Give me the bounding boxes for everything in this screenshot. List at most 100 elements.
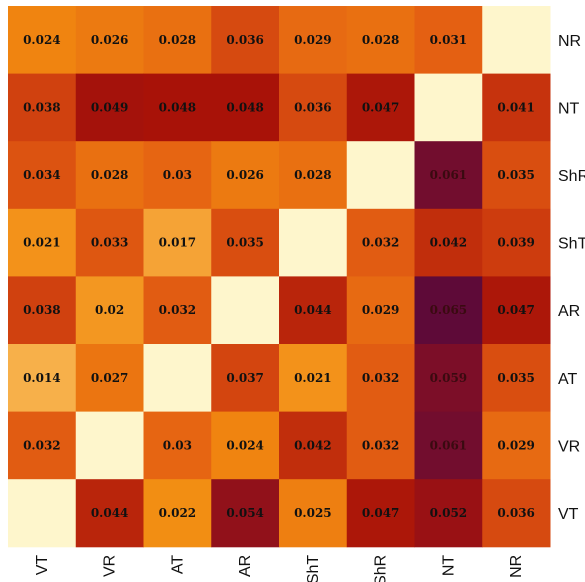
- cell-value-label: 0.032: [159, 303, 197, 317]
- heatmap-cell: [279, 344, 348, 413]
- cell-value-label: 0.025: [294, 506, 332, 520]
- cell-value-label: 0.042: [430, 236, 468, 250]
- column-tick-label: ShT: [305, 555, 322, 582]
- row-tick-label: VT: [558, 506, 579, 523]
- heatmap-cell: [143, 276, 212, 345]
- heatmap-cell: [346, 73, 415, 142]
- column-tick-label: VR: [102, 555, 119, 577]
- heatmap-cell: [8, 411, 77, 480]
- heatmap-cell: [8, 208, 77, 277]
- heatmap-cell: [211, 276, 280, 345]
- cell-value-label: 0.035: [226, 236, 264, 250]
- heatmap-cell: [414, 479, 483, 548]
- heatmap-cell: [346, 6, 415, 75]
- cell-value-label: 0.021: [294, 371, 332, 385]
- cell-value-label: 0.032: [362, 236, 400, 250]
- cell-value-label: 0.014: [23, 371, 61, 385]
- heatmap-cell: [482, 208, 551, 277]
- heatmap-cell: [211, 6, 280, 75]
- cell-value-label: 0.036: [497, 506, 535, 520]
- cell-value-label: 0.026: [226, 168, 264, 182]
- heatmap-cell: [279, 411, 348, 480]
- cell-value-label: 0.054: [226, 506, 264, 520]
- row-labels: NR NT ShR ShT AR AT VR VT: [558, 33, 585, 523]
- heatmap-cell: [346, 479, 415, 548]
- column-tick-label: ShR: [373, 555, 390, 582]
- heatmap-cell: [482, 344, 551, 413]
- heatmap-cell: [143, 208, 212, 277]
- cell-value-label: 0.047: [497, 303, 535, 317]
- cell-value-label: 0.029: [362, 303, 400, 317]
- cell-value-label: 0.028: [159, 33, 197, 47]
- cell-value-label: 0.035: [497, 168, 535, 182]
- heatmap-cell: [8, 276, 77, 345]
- heatmap-cell: [279, 479, 348, 548]
- row-tick-label: NR: [558, 33, 581, 50]
- cell-value-label: 0.048: [226, 100, 264, 114]
- heatmap-cell: [482, 276, 551, 345]
- cell-value-label: 0.021: [23, 236, 61, 250]
- cell-value-label: 0.047: [362, 506, 400, 520]
- heatmap-cell: [414, 141, 483, 210]
- heatmap-cell: [482, 479, 551, 548]
- cell-value-label: 0.033: [91, 236, 129, 250]
- heatmap-cell: [346, 344, 415, 413]
- cell-value-label: 0.036: [294, 100, 332, 114]
- heatmap-cell: [75, 73, 144, 142]
- cell-value-label: 0.032: [362, 438, 400, 452]
- heatmap-cell: [75, 276, 144, 345]
- cell-value-label: 0.032: [23, 438, 61, 452]
- cell-value-label: 0.029: [497, 438, 535, 452]
- column-tick-label: AR: [237, 555, 254, 577]
- heatmap-cell: [211, 411, 280, 480]
- cell-value-label: 0.049: [91, 100, 129, 114]
- cell-value-label: 0.028: [294, 168, 332, 182]
- heatmap-cell: [8, 6, 77, 75]
- cell-value-label: 0.047: [362, 100, 400, 114]
- cell-value-label: 0.037: [226, 371, 264, 385]
- cell-value-label: 0.061: [430, 438, 468, 452]
- cell-value-label: 0.065: [430, 303, 468, 317]
- row-tick-label: VR: [558, 438, 580, 455]
- cell-value-label: 0.017: [159, 236, 197, 250]
- heatmap-cell: [414, 344, 483, 413]
- cell-value-label: 0.03: [163, 168, 192, 182]
- heatmap-cell: [414, 411, 483, 480]
- heatmap-cell: [75, 344, 144, 413]
- cell-value-label: 0.032: [362, 371, 400, 385]
- cell-value-label: 0.038: [23, 100, 61, 114]
- heatmap-cell: [143, 411, 212, 480]
- heatmap-cell: [279, 6, 348, 75]
- heatmap-cell: [414, 276, 483, 345]
- heatmap-cell: [8, 479, 77, 548]
- cell-value-label: 0.031: [430, 33, 468, 47]
- heatmap-cell: [211, 73, 280, 142]
- heatmap-cell: [211, 479, 280, 548]
- column-labels: VT VR AT AR ShT ShR NT NR: [34, 555, 525, 582]
- heatmap-cell: [8, 73, 77, 142]
- heatmap-cell: [346, 276, 415, 345]
- heatmap-cell: [75, 208, 144, 277]
- heatmap-cell: [482, 6, 551, 75]
- cell-value-label: 0.024: [23, 33, 61, 47]
- heatmap-cell: [75, 141, 144, 210]
- heatmap-cell: [279, 141, 348, 210]
- row-tick-label: ShT: [558, 236, 585, 253]
- heatmap-cell: [482, 141, 551, 210]
- heatmap-cell: [8, 141, 77, 210]
- cell-value-label: 0.028: [362, 33, 400, 47]
- cell-value-label: 0.039: [497, 236, 535, 250]
- heatmap-cell: [414, 73, 483, 142]
- cell-value-label: 0.022: [159, 506, 197, 520]
- heatmap-cell: [143, 479, 212, 548]
- cell-value-label: 0.052: [430, 506, 468, 520]
- column-tick-label: VT: [34, 555, 51, 576]
- row-tick-label: AT: [558, 371, 577, 388]
- heatmap-cell: [346, 411, 415, 480]
- cell-value-label: 0.02: [95, 303, 124, 317]
- heatmap-cell: [414, 208, 483, 277]
- heatmap-cell: [279, 208, 348, 277]
- heatmap-cell: [143, 344, 212, 413]
- heatmap-cell: [143, 6, 212, 75]
